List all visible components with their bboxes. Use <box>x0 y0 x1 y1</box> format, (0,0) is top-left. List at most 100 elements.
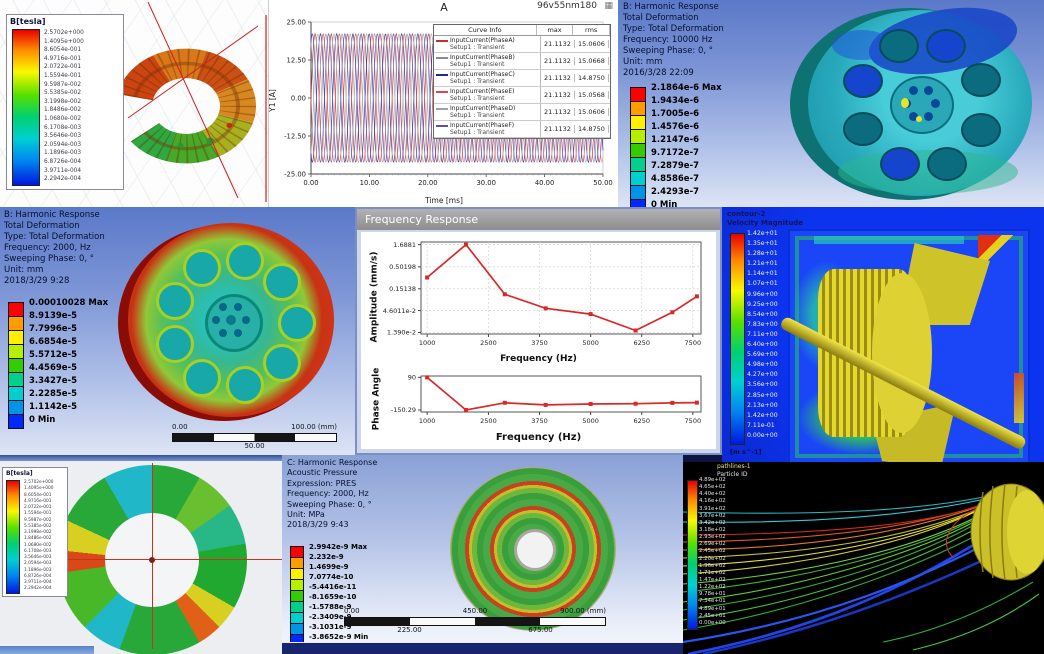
legend-value: 6.1708e-003 <box>24 548 52 554</box>
curve-line-sample <box>436 73 448 76</box>
curve-row: InputCurrent(PhaseC) Setup1 : Transient … <box>434 70 610 87</box>
curve-line-sample <box>436 124 448 127</box>
info-line: Expression: PRES <box>287 478 357 488</box>
window-titlebar[interactable]: Frequency Response <box>357 209 720 230</box>
disc-hole <box>926 29 966 63</box>
legend-title: B[tesla] <box>6 470 33 477</box>
crosshair-horizontal <box>12 559 282 560</box>
legend-value: 9.7172e-7 <box>651 148 700 158</box>
legend-value: -3.8652e-9 Min <box>309 633 369 641</box>
legend-value: 4.4569e-5 <box>29 363 78 373</box>
legend-value: 3.9711e-004 <box>24 580 52 585</box>
info-line: Type: Total Deformation <box>623 24 724 35</box>
curve-line-sample <box>436 56 448 59</box>
window-icon[interactable]: ▦ <box>604 1 613 11</box>
legend-value: 1.07e+01 <box>747 280 778 288</box>
legend-value: 1.8486e-002 <box>24 536 52 542</box>
panel-maxwell-ring: B[tesla] 2.5702e+000 1.4095e+000 8.6054e-0… <box>0 455 282 654</box>
hub-hole <box>909 86 918 95</box>
info-line: Sweeping Phase: 0, ° <box>4 254 95 265</box>
panel-cfd-velocity: contour-2 Velocity Magnitude 1.42e+01 1.3… <box>722 207 1044 478</box>
panel-acoustic-pressure: C: Harmonic Response Acoustic Pressure Exp… <box>282 455 683 654</box>
legend-value: 6.40e+00 <box>747 341 778 349</box>
amplitude-x-label: Frequency (Hz) <box>500 354 577 364</box>
particle-legend-values: 4.89e+02 4.65e+02 4.40e+02 4.16e+02 3.91e+02… <box>699 477 726 627</box>
legend-value: 2.1864e-6 Max <box>651 83 722 93</box>
legend-color-chip <box>8 386 24 401</box>
disc-hole <box>156 282 194 320</box>
svg-text:6250: 6250 <box>633 417 650 425</box>
legend-value: 1.4576e-6 <box>651 122 700 132</box>
legend-value: 1.0680e-002 <box>24 542 52 548</box>
panel-maxwell-torus: B[tesla] 2.5702e+000 1.4095e+000 8.6054e-0… <box>0 0 268 207</box>
legend-value: 2.45e+02 <box>699 548 726 555</box>
legend-value: 9.78e+01 <box>699 591 726 598</box>
contour-variable: Velocity Magnitude <box>727 219 804 228</box>
legend-value: 1.9434e-6 <box>651 96 700 106</box>
svg-text:0.50198: 0.50198 <box>389 263 416 271</box>
ruler-q1: 225.00 <box>397 626 422 634</box>
design-badge: 96v55nm180 <box>537 1 597 11</box>
info-line: C: Harmonic Response <box>287 458 378 467</box>
ruler-max: 900.00 (mm) <box>560 607 606 615</box>
legend-value: 7.11e-01 <box>747 421 775 429</box>
legend-value: 4.89e+01 <box>699 605 726 612</box>
legend-color-chip <box>630 171 646 186</box>
svg-text:1000: 1000 <box>419 339 436 347</box>
hub-hole <box>242 316 250 324</box>
svg-text:-25.00: -25.00 <box>284 170 306 178</box>
legend-value: 5.69e+00 <box>747 351 778 359</box>
legend-value: 1.96e+02 <box>699 562 726 569</box>
legend-value: 2.2942e-004 <box>24 586 52 592</box>
svg-text:3750: 3750 <box>531 339 548 347</box>
legend-value: 7.2879e-7 <box>651 161 700 171</box>
info-line: Total Deformation <box>4 221 80 232</box>
ruler-bar <box>172 433 337 442</box>
svg-text:90: 90 <box>408 374 416 382</box>
svg-text:1.6881: 1.6881 <box>393 241 416 249</box>
legend-value: 0.00e+00 <box>747 431 778 439</box>
particle-gear <box>970 483 1044 581</box>
svg-text:5000: 5000 <box>582 417 599 425</box>
legend-value: 1.0680e-002 <box>44 115 82 122</box>
curve-line-sample <box>436 107 448 110</box>
ruler-bar <box>344 617 606 626</box>
legend-value: 2.4293e-7 <box>651 187 700 197</box>
legend-value: 7.0774e-10 <box>309 573 354 581</box>
deformation-legend: 2.1864e-6 Max 1.9434e-6 1.7005e-6 1.4576e-6… <box>630 83 722 207</box>
phase-x-label: Frequency (Hz) <box>495 432 582 443</box>
legend-value: 1.4095e+000 <box>44 38 84 45</box>
legend-value: 9.96e+00 <box>747 290 778 298</box>
legend-value: 0 Min <box>651 200 678 207</box>
legend-color-chip <box>630 87 646 102</box>
legend-value: 3.18e+02 <box>699 526 726 533</box>
svg-text:30.00: 30.00 <box>476 179 495 187</box>
hub <box>890 76 954 134</box>
legend-value: 4.9716e-001 <box>24 498 52 504</box>
legend-value: 2.5702e+000 <box>44 30 84 36</box>
legend-value: 1.1896e-003 <box>24 567 52 573</box>
legend-color-chip <box>8 302 24 317</box>
legend-value: 1.7005e-6 <box>651 109 700 119</box>
legend-value: 1.8486e-002 <box>44 107 82 114</box>
legend-value: 2.13e+00 <box>747 401 778 409</box>
curve-line-sample <box>436 90 448 93</box>
legend-value: 7.34e+01 <box>699 598 726 605</box>
panel-bottom-strip <box>0 646 94 654</box>
info-line: Sweeping Phase: 0, ° <box>287 499 372 509</box>
disc-center-hole <box>514 529 556 571</box>
legend-value: 1.42e+01 <box>747 230 778 237</box>
legend-value: 4.27e+00 <box>747 371 778 379</box>
disc-hole <box>843 64 883 98</box>
legend-color-chip <box>8 400 24 415</box>
info-line: Total Deformation <box>623 13 699 24</box>
legend-value: 8.9139e-5 <box>29 311 78 321</box>
curve-row: InputCurrent(PhaseF) Setup1 : Transient … <box>434 121 610 138</box>
legend-value: 1.2147e-6 <box>651 135 700 145</box>
result-info: B: Harmonic Response Total Deformation Typ… <box>4 210 105 287</box>
col-curve-info: Curve Info <box>434 25 537 35</box>
panel-frequency-response-window: Frequency Response Amplitude (mm/s) 1.68… <box>355 207 722 455</box>
legend-value: 7.11e+00 <box>747 330 778 338</box>
legend-value: 1.47e+02 <box>699 576 726 583</box>
